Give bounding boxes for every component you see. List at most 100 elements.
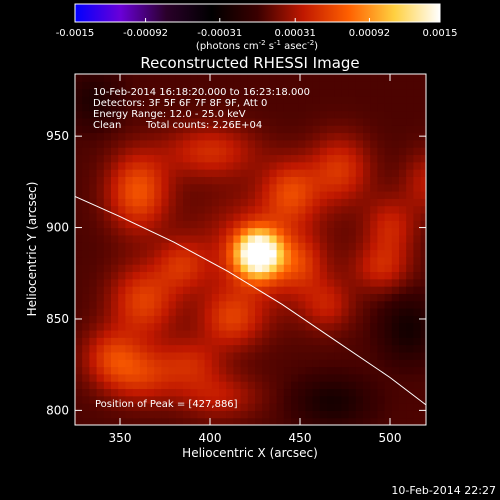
heatmap-cell	[413, 337, 422, 346]
heatmap-cell	[211, 337, 220, 346]
heatmap-cell	[190, 278, 198, 287]
heatmap-cell	[233, 147, 242, 156]
heatmap-cell	[276, 147, 285, 156]
heatmap-cell	[305, 183, 314, 192]
heatmap-cell	[204, 351, 213, 360]
heatmap-cell	[211, 88, 220, 97]
heatmap-cell	[219, 286, 227, 294]
heatmap-cell	[384, 132, 393, 141]
heatmap-cell	[377, 103, 386, 112]
heatmap-cell	[319, 88, 328, 97]
heatmap-cell	[262, 95, 270, 104]
heatmap-cell	[132, 161, 141, 170]
heatmap-cell	[298, 322, 306, 331]
heatmap-cell	[183, 256, 191, 265]
heatmap-cell	[161, 74, 170, 82]
heatmap-cell	[413, 161, 422, 170]
heatmap-cell	[334, 366, 342, 375]
heatmap-cell	[363, 147, 371, 156]
heatmap-cell	[89, 161, 98, 170]
heatmap-cell	[190, 417, 198, 425]
heatmap-cell	[298, 132, 306, 141]
heatmap-cell	[384, 103, 393, 112]
heatmap-cell	[384, 176, 393, 185]
heatmap-cell	[377, 366, 386, 375]
heatmap-cell	[406, 212, 414, 221]
heatmap-cell	[154, 81, 162, 90]
heatmap-cell	[139, 125, 148, 134]
heatmap-cell	[82, 417, 90, 425]
heatmap-cell	[197, 315, 206, 324]
heatmap-cell	[111, 95, 119, 104]
heatmap-cell	[399, 249, 407, 258]
heatmap-cell	[406, 395, 414, 404]
heatmap-cell	[139, 417, 148, 425]
heatmap-cell	[103, 227, 112, 236]
heatmap-cell	[219, 293, 227, 302]
heatmap-cell	[305, 234, 314, 243]
heatmap-cell	[183, 395, 191, 404]
heatmap-cell	[406, 308, 414, 316]
heatmap-cell	[334, 234, 342, 243]
heatmap-cell	[283, 95, 292, 104]
heatmap-cell	[139, 154, 148, 163]
heatmap-cell	[154, 366, 162, 375]
heatmap-cell	[96, 344, 105, 353]
heatmap-cell	[327, 198, 335, 207]
heatmap-cell	[190, 176, 198, 185]
heatmap-cell	[240, 191, 249, 199]
heatmap-cell	[363, 169, 371, 177]
heatmap-cell	[341, 381, 350, 390]
heatmap-cell	[89, 198, 98, 207]
heatmap-cell	[420, 278, 426, 287]
heatmap-cell	[168, 329, 177, 338]
heatmap-cell	[319, 227, 328, 236]
heatmap-cell	[298, 95, 306, 104]
heatmap-cell	[125, 198, 134, 207]
heatmap-cell	[154, 147, 162, 156]
heatmap-cell	[269, 212, 278, 221]
heatmap-cell	[219, 139, 227, 148]
heatmap-cell	[413, 373, 422, 382]
heatmap-cell	[363, 337, 371, 346]
heatmap-cell	[139, 300, 148, 309]
heatmap-cell	[118, 183, 126, 192]
heatmap-cell	[355, 381, 364, 390]
heatmap-cell	[348, 227, 357, 236]
heatmap-cell	[255, 359, 263, 368]
heatmap-cell	[276, 183, 285, 192]
heatmap-cell	[305, 417, 314, 425]
heatmap-cell	[154, 212, 162, 221]
heatmap-cell	[154, 373, 162, 382]
heatmap-cell	[183, 161, 191, 170]
heatmap-cell	[211, 110, 220, 119]
heatmap-cell	[291, 183, 299, 192]
heatmap-cell	[82, 322, 90, 331]
heatmap-cell	[312, 381, 321, 390]
heatmap-cell	[255, 293, 263, 302]
heatmap-cell	[413, 410, 422, 419]
heatmap-cell	[363, 388, 371, 397]
heatmap-cell	[233, 117, 242, 126]
colorbar-tick-label: -0.00092	[123, 28, 168, 39]
heatmap-cell	[154, 139, 162, 148]
heatmap-cell	[183, 293, 191, 302]
heatmap-cell	[139, 220, 148, 229]
heatmap-cell	[319, 256, 328, 265]
heatmap-cell	[96, 227, 105, 236]
heatmap-cell	[175, 264, 184, 273]
heatmap-cell	[190, 410, 198, 419]
heatmap-cell	[240, 95, 249, 104]
heatmap-cell	[319, 366, 328, 375]
heatmap-cell	[139, 359, 148, 368]
heatmap-cell	[190, 220, 198, 229]
heatmap-cell	[247, 322, 256, 331]
heatmap-cell	[226, 198, 234, 207]
heatmap-cell	[262, 278, 270, 287]
heatmap-cell	[125, 395, 134, 404]
heatmap-cell	[226, 300, 234, 309]
heatmap-cell	[319, 110, 328, 119]
heatmap-cell	[399, 74, 407, 82]
heatmap-cell	[319, 169, 328, 177]
heatmap-cell	[334, 161, 342, 170]
